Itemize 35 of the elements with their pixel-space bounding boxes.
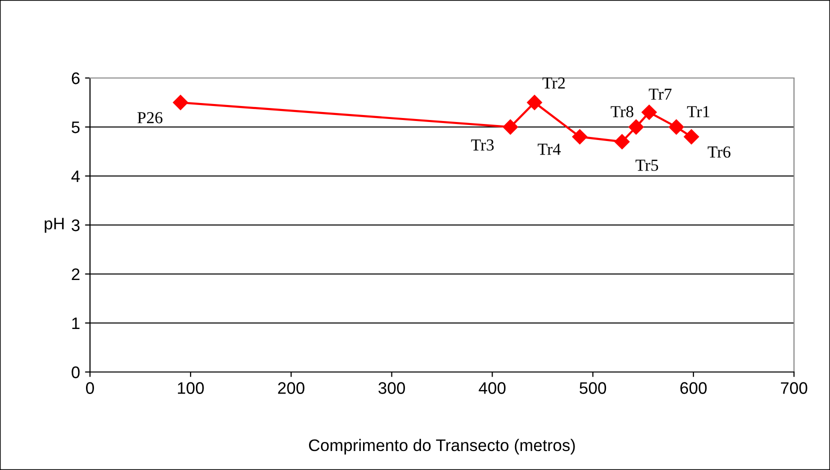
x-tick-label: 400 bbox=[478, 382, 506, 394]
point bbox=[684, 129, 699, 144]
x-tick-label: 0 bbox=[86, 382, 94, 394]
annotation: Tr7 bbox=[648, 88, 672, 100]
x-axis-title: Comprimento do Transecto (metros) bbox=[309, 438, 575, 454]
x-tick-label: 300 bbox=[378, 382, 405, 394]
point bbox=[614, 134, 630, 150]
annotation: Tr6 bbox=[708, 146, 730, 158]
y-tick-label: 4 bbox=[71, 170, 80, 182]
y-tick-label: 1 bbox=[72, 318, 80, 330]
annotation: Tr3 bbox=[471, 139, 494, 151]
annotation: Tr8 bbox=[610, 106, 634, 118]
y-axis-title: pH bbox=[44, 218, 64, 233]
annotation: Tr4 bbox=[538, 144, 561, 155]
annotation: Tr1 bbox=[687, 106, 710, 118]
y-tick-label: 3 bbox=[72, 219, 80, 232]
x-tick-label: 600 bbox=[680, 382, 707, 394]
y-tick-label: 5 bbox=[72, 122, 80, 134]
y-tick-label: 0 bbox=[72, 366, 80, 378]
x-tick-label: 500 bbox=[580, 382, 606, 394]
y-tick-label: 2 bbox=[72, 268, 80, 280]
point bbox=[642, 104, 657, 120]
annotation: Tr5 bbox=[636, 160, 658, 171]
point bbox=[572, 129, 588, 144]
point bbox=[502, 119, 518, 135]
y-tick-label: 6 bbox=[72, 72, 80, 84]
annotation: Tr2 bbox=[542, 77, 565, 88]
point bbox=[668, 119, 684, 135]
annotation: P26 bbox=[137, 112, 162, 124]
x-tick-label: 100 bbox=[178, 382, 204, 394]
x-tick-label: 200 bbox=[278, 382, 304, 394]
point bbox=[526, 94, 542, 110]
point bbox=[172, 94, 188, 110]
x-tick-label: 700 bbox=[780, 382, 808, 394]
point bbox=[628, 119, 644, 135]
